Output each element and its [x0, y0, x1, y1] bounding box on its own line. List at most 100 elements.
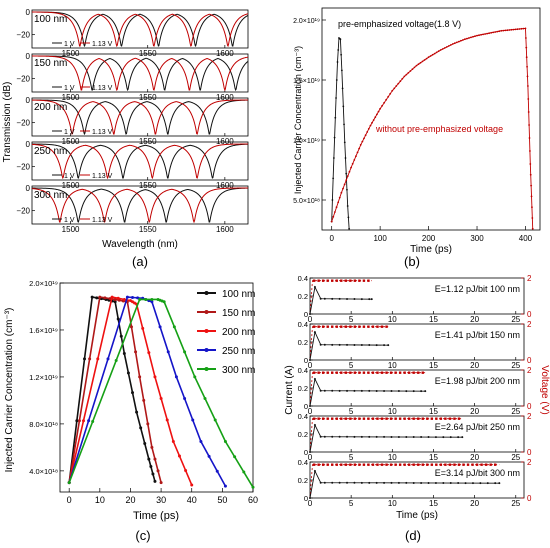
data-point	[183, 350, 187, 354]
legend-label-1V: 1 V	[64, 217, 75, 224]
panel-b: 0 100 200 300 400 5.0×10¹⁸ 1.0×10¹⁹ 1.5×10¹⁹ 2.0…	[293, 7, 541, 255]
legend-label: 200 nm	[222, 327, 255, 338]
current-marker	[331, 343, 334, 346]
y-axis-label: Current (A)	[284, 365, 295, 414]
data-point	[480, 33, 482, 36]
voltage-marker	[444, 463, 447, 466]
current-marker	[449, 436, 452, 439]
voltage-marker	[331, 371, 334, 374]
voltage-marker	[362, 279, 366, 282]
x-tick-label: 1600	[216, 225, 234, 234]
voltage-marker	[394, 463, 397, 466]
data-point	[337, 49, 340, 51]
current-marker	[309, 359, 311, 361]
data-point	[528, 137, 531, 139]
data-point	[500, 29, 503, 32]
data-point	[345, 172, 348, 175]
subplot-label: E=1.12 pJ/bit 100 nm	[435, 284, 520, 294]
voltage-marker	[453, 463, 456, 466]
data-point	[146, 422, 150, 426]
legend-marker	[204, 310, 209, 314]
data-point	[223, 484, 227, 488]
current-marker	[412, 481, 415, 484]
data-point	[147, 457, 151, 461]
current-marker	[323, 389, 326, 392]
subplot-label: 250 nm	[34, 146, 67, 157]
y-tick-label: 2.0×10¹⁹	[29, 279, 58, 288]
voltage-marker	[358, 279, 361, 282]
data-point	[421, 60, 424, 63]
voltage-marker	[435, 417, 438, 420]
data-point	[419, 61, 422, 64]
x-tick-label: 1600	[216, 181, 234, 190]
data-point	[531, 227, 534, 230]
current-marker	[368, 298, 371, 301]
voltage-marker	[321, 371, 325, 374]
legend-label-113V: 1.13 V	[92, 173, 113, 180]
data-point	[351, 162, 354, 165]
data-point	[433, 52, 436, 55]
y-tick-label: 1.2×10¹⁹	[29, 373, 58, 382]
current-marker	[427, 436, 430, 439]
current-marker	[338, 343, 341, 346]
current-marker	[313, 331, 316, 334]
data-point	[332, 215, 335, 218]
data-point	[215, 469, 219, 473]
voltage-marker	[430, 417, 434, 420]
data-point	[476, 34, 478, 37]
voltage-marker	[367, 371, 370, 374]
current-marker	[397, 481, 400, 484]
legend-label-1V: 1 V	[64, 173, 75, 180]
data-point	[530, 195, 533, 198]
series-113V	[31, 99, 248, 135]
data-point	[346, 175, 349, 177]
legend-label-1V: 1 V	[64, 85, 75, 92]
x-tick-label: 1500	[62, 181, 80, 190]
voltage-marker	[376, 325, 379, 328]
data-point	[116, 317, 120, 321]
current-marker	[498, 482, 501, 485]
data-point	[90, 295, 94, 299]
voltage-marker	[326, 463, 329, 466]
data-point	[520, 27, 523, 30]
data-point	[150, 300, 154, 304]
current-marker	[353, 298, 356, 301]
current-marker	[309, 497, 311, 499]
subplot-frame	[31, 53, 249, 93]
data-point	[131, 295, 135, 299]
voltage-marker	[380, 325, 384, 328]
current-marker	[457, 436, 460, 439]
panel-label-a: (a)	[132, 254, 148, 269]
current-marker	[405, 481, 408, 484]
voltage-marker	[344, 463, 348, 466]
x-tick-label: 1550	[139, 49, 157, 58]
data-point	[504, 29, 507, 32]
voltage-marker	[353, 371, 357, 374]
voltage-marker	[439, 463, 443, 466]
data-point	[453, 42, 456, 45]
x-tick-label: 0	[329, 234, 334, 243]
panel-label-b: (b)	[404, 254, 420, 269]
data-point	[445, 46, 448, 48]
x-tick-label: 15	[429, 453, 438, 462]
current-marker	[383, 389, 386, 392]
data-point	[516, 28, 519, 31]
data-point	[96, 357, 100, 361]
voltage-marker	[367, 279, 370, 282]
voltage-marker	[376, 371, 379, 374]
data-point	[153, 457, 157, 461]
current-marker	[353, 481, 356, 484]
y-axis-label: Injected Carrier Concentration (cm⁻³)	[293, 46, 303, 194]
current-marker	[338, 435, 341, 438]
x-tick-label: 400	[519, 234, 533, 243]
data-point	[376, 113, 378, 116]
x-tick-label: 15	[429, 499, 438, 508]
data-point	[492, 31, 495, 34]
x-tick-label: 1550	[139, 93, 157, 102]
data-point	[451, 43, 454, 45]
data-point	[334, 211, 336, 213]
voltage-marker	[362, 325, 366, 328]
voltage-marker	[326, 325, 329, 328]
current-marker	[360, 298, 363, 301]
